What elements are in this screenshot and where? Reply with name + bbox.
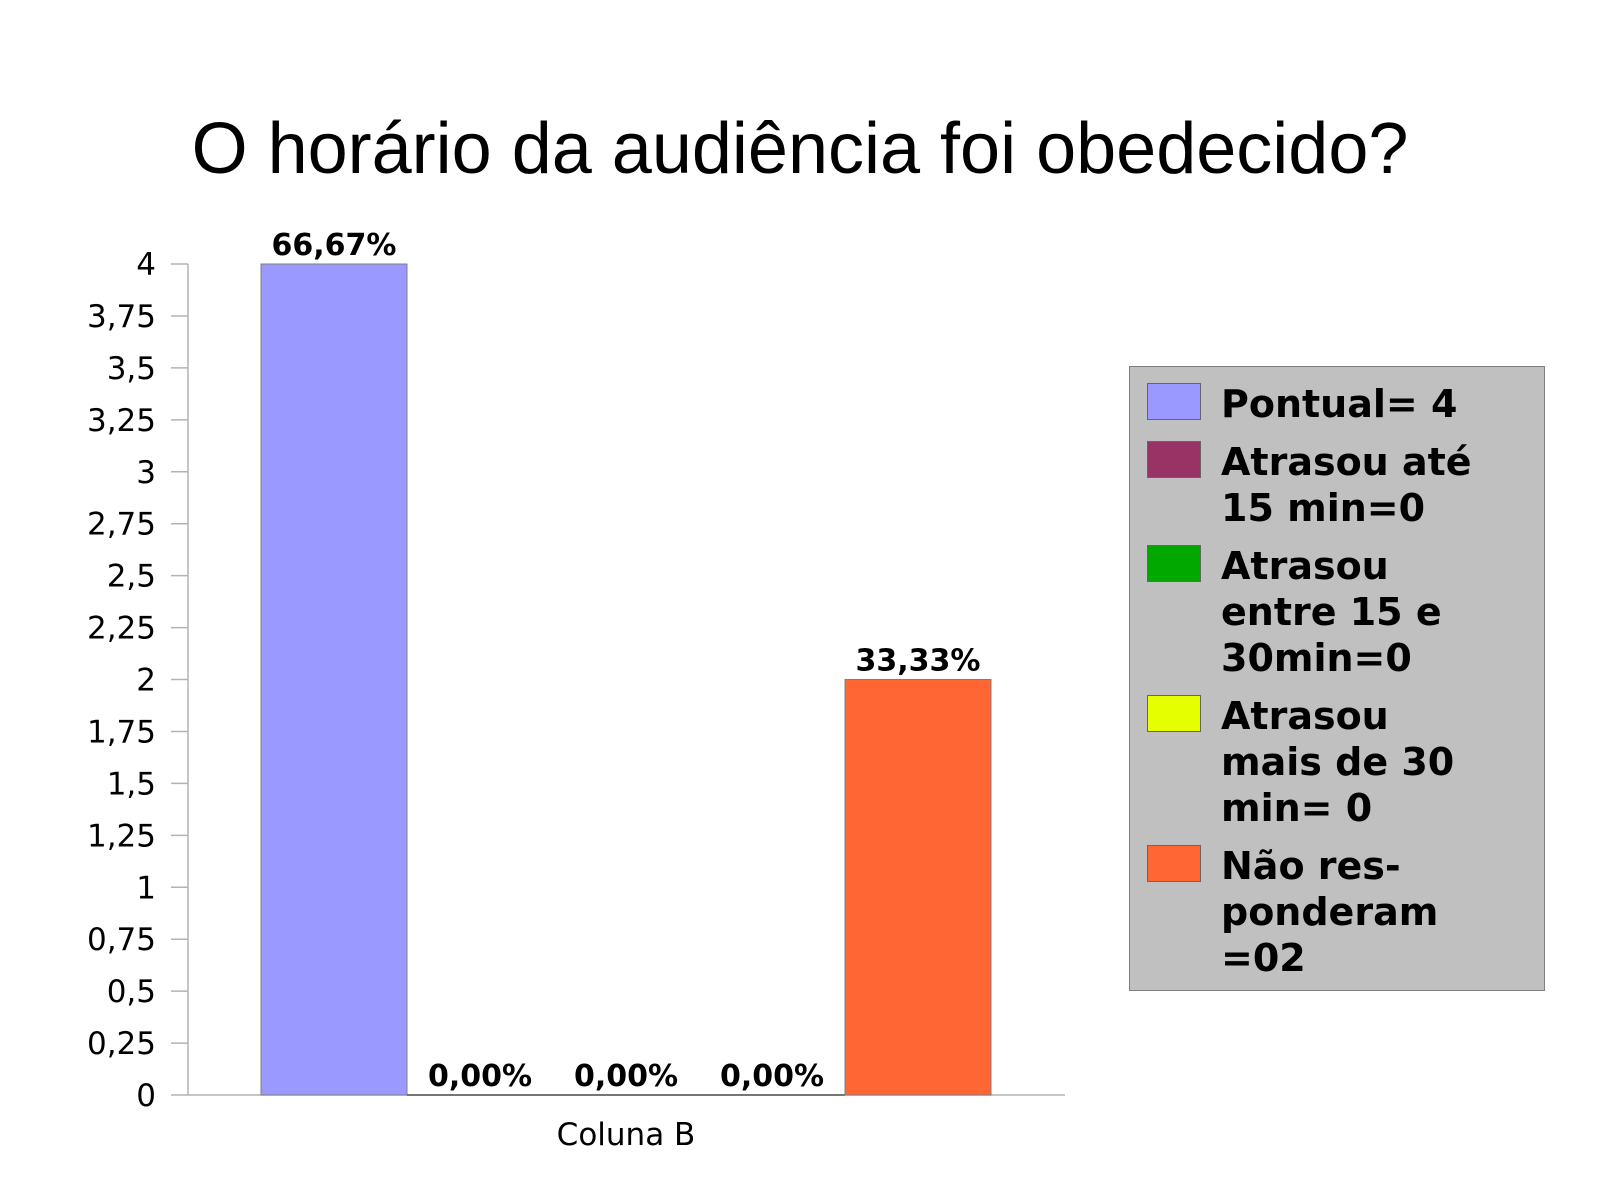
data-label: 33,33% (856, 644, 981, 679)
y-tick-label: 2,75 (87, 507, 156, 543)
y-tick-label: 1,5 (107, 766, 156, 802)
legend-swatch-pontual (1147, 383, 1201, 420)
chart-title: O horário da audiência foi obedecido? (191, 109, 1409, 189)
data-label: 0,00% (428, 1059, 532, 1094)
y-tick-label: 0,5 (107, 974, 156, 1010)
legend-label-atrasou-15: Atrasou até 15 min=0 (1221, 440, 1472, 530)
legend-item-atrasou-15-30: Atrasou entre 15 e 30min=0 (1147, 543, 1534, 681)
legend-label-atrasou-15-30: Atrasou entre 15 e 30min=0 (1221, 544, 1442, 680)
bar (260, 263, 408, 1096)
y-tick-label: 0,25 (87, 1026, 156, 1062)
chart-legend: Pontual= 4 Atrasou até 15 min=0 Atrasou … (1129, 366, 1545, 991)
legend-swatch-atrasou-15-30 (1147, 545, 1201, 582)
y-tick-label: 2 (136, 663, 156, 699)
data-label: 0,00% (574, 1059, 678, 1094)
y-tick-label: 1,75 (87, 714, 156, 750)
y-tick-label: 0,75 (87, 922, 156, 958)
y-tick-label: 2,25 (87, 611, 156, 647)
legend-label-atrasou-30: Atrasou mais de 30 min= 0 (1221, 694, 1455, 830)
y-tick-label: 3,5 (107, 351, 156, 387)
legend-item-pontual: Pontual= 4 (1147, 381, 1534, 427)
legend-item-atrasou-15: Atrasou até 15 min=0 (1147, 439, 1534, 531)
legend-swatch-nao-responderam (1147, 845, 1201, 882)
y-tick-label: 1,25 (87, 818, 156, 854)
y-tick-label: 2,5 (107, 559, 156, 595)
legend-label-nao-responderam: Não res- ponderam =02 (1221, 844, 1439, 980)
legend-item-nao-responderam: Não res- ponderam =02 (1147, 843, 1534, 981)
y-tick-label: 1 (136, 870, 156, 906)
y-tick-label: 3,75 (87, 299, 156, 335)
y-tick-label: 3,25 (87, 403, 156, 439)
y-tick-label: 3 (136, 455, 156, 491)
bar (844, 679, 992, 1096)
y-tick-label: 0 (136, 1078, 156, 1114)
legend-label-pontual: Pontual= 4 (1221, 382, 1458, 426)
x-category-label: Coluna B (557, 1117, 696, 1153)
y-tick-label: 4 (136, 247, 156, 283)
legend-swatch-atrasou-30 (1147, 695, 1201, 732)
legend-item-atrasou-30: Atrasou mais de 30 min= 0 (1147, 693, 1534, 831)
legend-swatch-atrasou-15 (1147, 441, 1201, 478)
data-label: 0,00% (720, 1059, 824, 1094)
data-label: 66,67% (272, 228, 397, 263)
